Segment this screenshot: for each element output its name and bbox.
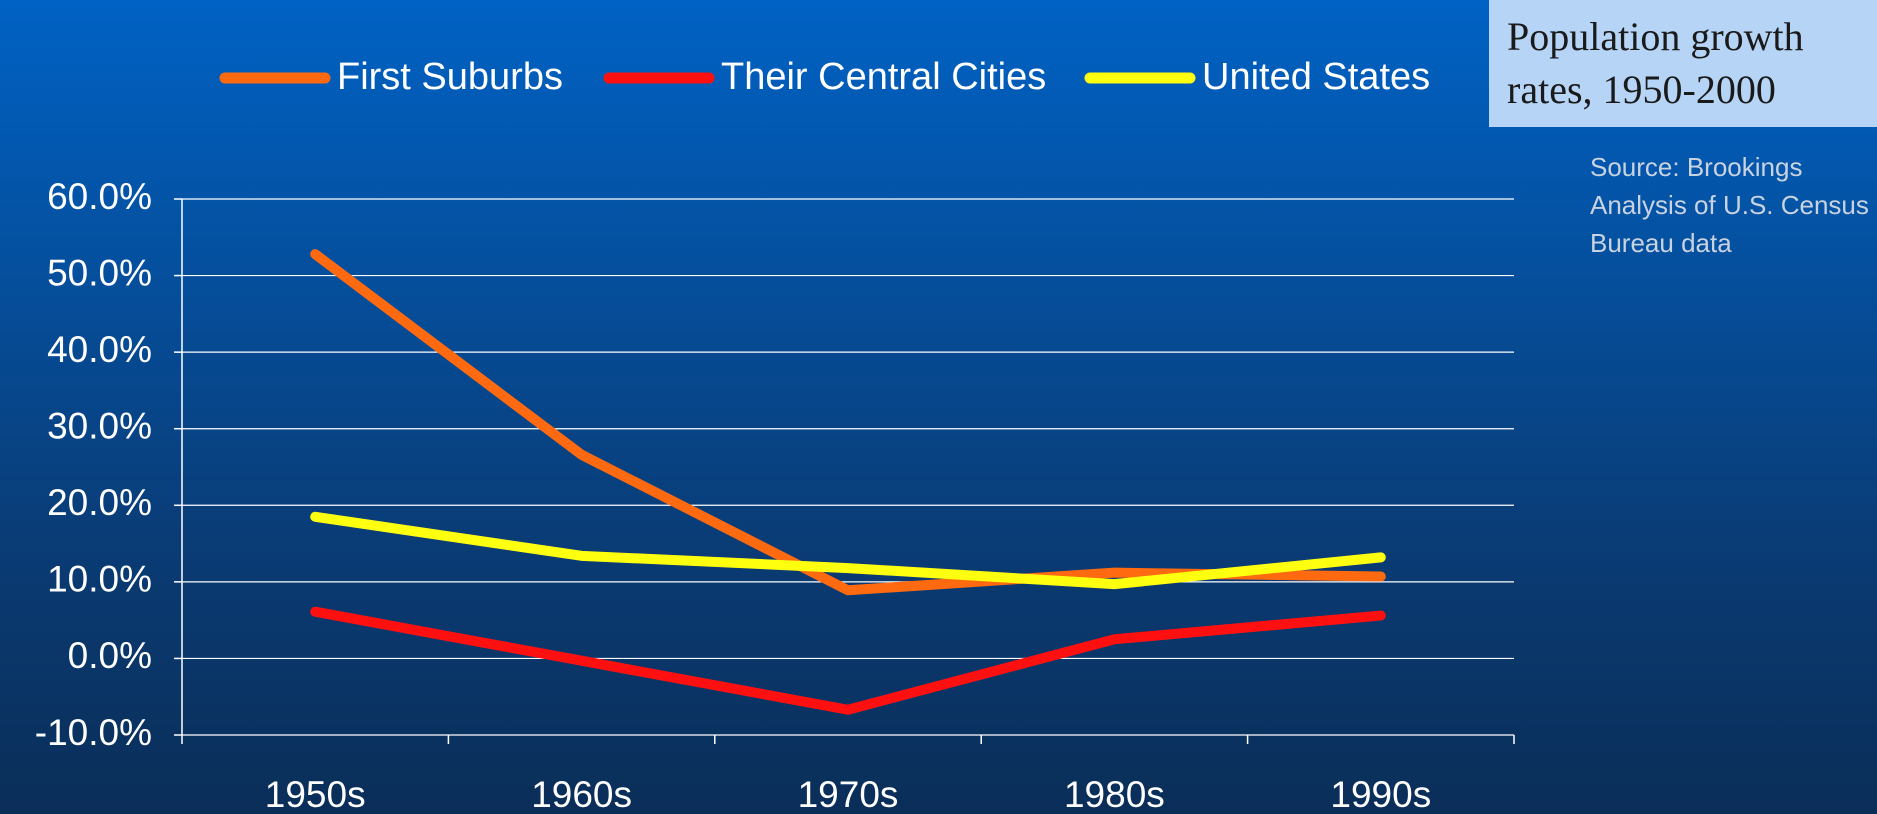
- y-tick-label: 10.0%: [47, 559, 152, 600]
- legend-label: Their Central Cities: [721, 56, 1046, 98]
- x-tick-label: 1990s: [1330, 774, 1431, 814]
- y-tick-label: -10.0%: [35, 712, 152, 753]
- y-tick-label: 50.0%: [47, 252, 152, 293]
- x-tick-label: 1960s: [531, 774, 632, 814]
- legend-label: First Suburbs: [337, 56, 563, 98]
- series-line: [310, 511, 1386, 590]
- legend-label: United States: [1202, 56, 1430, 98]
- y-tick-label: 20.0%: [47, 482, 152, 523]
- y-tick-label: 0.0%: [68, 635, 152, 676]
- chart-title: Population growth rates, 1950-2000: [1489, 0, 1877, 127]
- source-note: Source: Brookings Analysis of U.S. Censu…: [1590, 152, 1869, 258]
- series-line: [310, 606, 1386, 715]
- y-tick-label: 40.0%: [47, 329, 152, 370]
- x-tick-label: 1950s: [265, 774, 366, 814]
- x-tick-label: 1970s: [798, 774, 899, 814]
- y-tick-label: 30.0%: [47, 405, 152, 446]
- y-tick-label: 60.0%: [47, 176, 152, 217]
- x-tick-label: 1980s: [1064, 774, 1165, 814]
